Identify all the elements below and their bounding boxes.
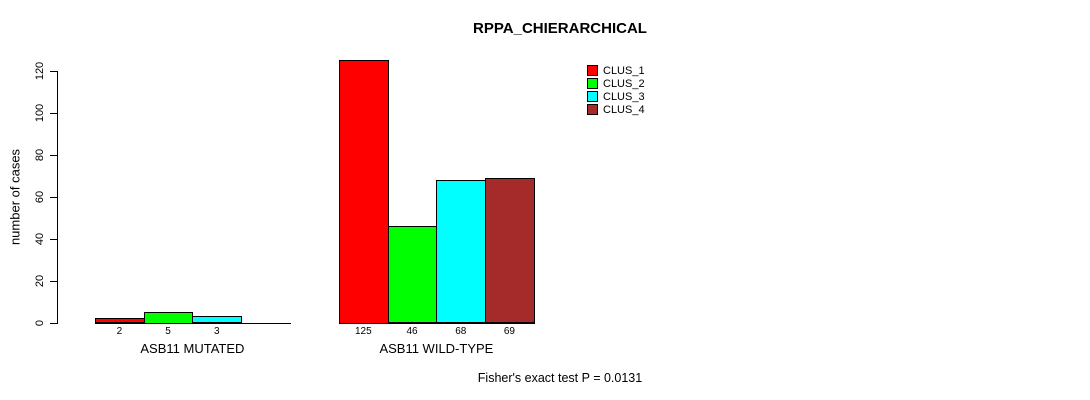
bar <box>485 177 535 324</box>
y-tick <box>50 155 57 156</box>
zero-baseline <box>95 323 291 324</box>
y-tick-label: 40 <box>34 232 46 245</box>
bar-value-label: 125 <box>355 326 372 337</box>
legend-swatch <box>587 65 598 77</box>
bar <box>144 312 193 324</box>
y-axis-label: number of cases <box>7 148 23 246</box>
bar <box>339 60 389 324</box>
y-tick-label: 80 <box>34 148 46 161</box>
bar-value-label: 5 <box>165 326 171 337</box>
y-tick <box>50 113 57 114</box>
bar-value-label: 68 <box>455 326 467 337</box>
y-tick-label: 60 <box>34 190 46 203</box>
legend-label: CLUS_4 <box>603 103 645 116</box>
legend-swatch <box>587 91 598 103</box>
legend-swatch <box>587 104 598 116</box>
legend-label: CLUS_3 <box>603 90 645 103</box>
legend: CLUS_1 CLUS_2 CLUS_3 CLUS_4 <box>587 64 645 116</box>
chart-title: RPPA_CHIERARCHICAL <box>473 20 647 37</box>
legend-label: CLUS_2 <box>603 77 645 90</box>
legend-item: CLUS_2 <box>587 77 645 90</box>
x-group-label: ASB11 WILD-TYPE <box>379 341 494 356</box>
y-tick <box>50 281 57 282</box>
y-tick <box>50 239 57 240</box>
y-tick-label: 0 <box>34 319 46 326</box>
bar <box>95 318 145 324</box>
bar <box>388 225 437 324</box>
legend-item: CLUS_4 <box>587 103 645 116</box>
legend-item: CLUS_1 <box>587 64 645 77</box>
x-group-label: ASB11 MUTATED <box>140 341 245 356</box>
bar <box>192 316 242 324</box>
y-axis-line <box>56 70 58 324</box>
y-tick-label: 20 <box>34 274 46 287</box>
bar-value-label: 69 <box>503 326 515 337</box>
y-tick <box>50 323 57 324</box>
legend-swatch <box>587 78 598 90</box>
y-tick <box>50 71 57 72</box>
legend-label: CLUS_1 <box>603 64 645 77</box>
y-tick-label: 100 <box>34 103 46 122</box>
bar-value-label: 3 <box>213 326 220 337</box>
y-tick <box>50 197 57 198</box>
legend-item: CLUS_3 <box>587 90 645 103</box>
annotation-fisher-test: Fisher's exact test P = 0.0131 <box>477 371 643 385</box>
zero-baseline <box>339 323 535 324</box>
y-tick-label: 120 <box>34 61 46 80</box>
bar-value-label: 2 <box>116 326 123 337</box>
bar-value-label: 46 <box>406 326 418 337</box>
bar <box>436 179 486 324</box>
